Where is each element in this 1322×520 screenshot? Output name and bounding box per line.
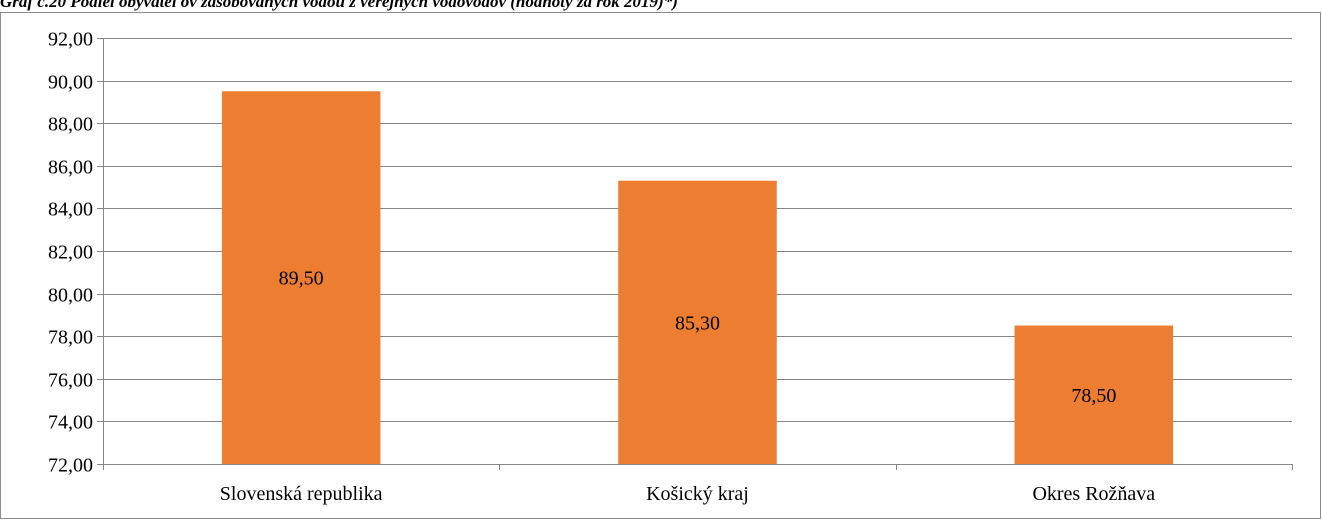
y-tick-label: 74,00 (48, 412, 93, 434)
y-tick-label: 80,00 (48, 285, 93, 307)
y-tick-label: 92,00 (48, 29, 93, 51)
chart-caption: Graf č.20 Podiel obyvateľov zásobovaných… (0, 0, 678, 11)
y-tick-label: 90,00 (48, 72, 93, 94)
axes (97, 38, 1293, 470)
y-tick-label: 78,00 (48, 327, 93, 349)
bar (221, 91, 381, 464)
y-tick-label: 76,00 (48, 370, 93, 392)
y-tick-label: 86,00 (48, 157, 93, 179)
category-label: Košický kraj (646, 483, 749, 505)
data-label: 78,50 (1071, 385, 1116, 407)
bar (618, 180, 777, 464)
data-label: 89,50 (279, 268, 324, 290)
y-tick-label: 88,00 (48, 114, 93, 136)
y-tick-label: 72,00 (48, 455, 93, 477)
category-label: Slovenská republika (220, 483, 383, 505)
bar (1014, 325, 1174, 464)
data-label: 85,30 (675, 312, 720, 334)
labels: 72,00 74,00 76,00 78,00 80,00 82,00 84,00 86,00… (48, 29, 1155, 506)
bars (221, 91, 1174, 464)
category-label: Okres Rožňava (1032, 483, 1155, 505)
y-tick-label: 82,00 (48, 242, 93, 264)
y-tick-label: 84,00 (48, 199, 93, 221)
